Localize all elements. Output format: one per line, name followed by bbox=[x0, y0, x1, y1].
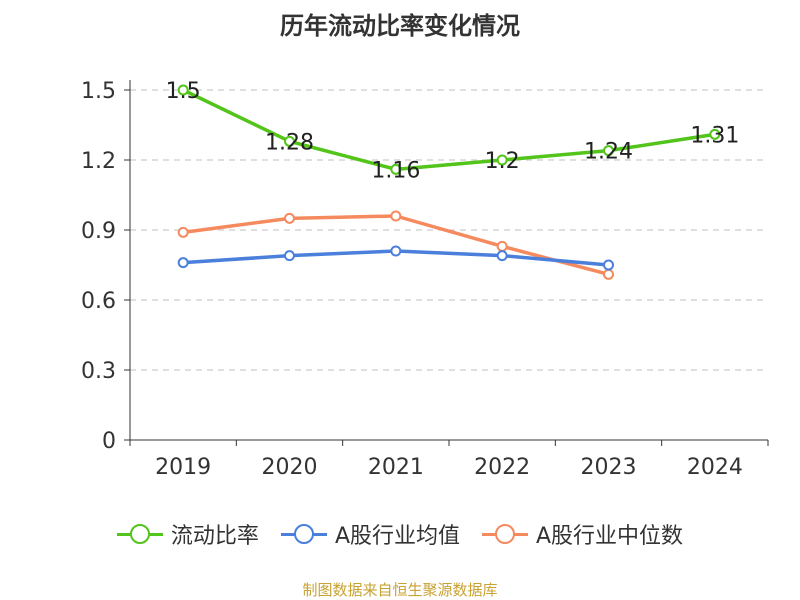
data-label: 1.28 bbox=[265, 130, 314, 155]
data-point bbox=[496, 154, 508, 166]
data-point bbox=[284, 250, 295, 262]
series-line bbox=[182, 214, 609, 277]
data-point bbox=[284, 135, 295, 147]
legend-item-current-ratio[interactable]: 流动比率 bbox=[116, 518, 259, 550]
chart-title: 历年流动比率变化情况 bbox=[280, 12, 520, 40]
legend-label: A股行业均值 bbox=[334, 524, 460, 549]
data-source-note: 制图数据来自恒生聚源数据库 bbox=[302, 581, 498, 599]
data-label: 1.24 bbox=[584, 140, 633, 165]
legend-item-industry-mean[interactable]: A股行业均值 bbox=[280, 518, 460, 550]
legend-marker-icon bbox=[280, 523, 327, 545]
legend-marker-icon bbox=[116, 523, 163, 545]
data-label: 1.2 bbox=[485, 149, 520, 174]
legend: 流动比率 A股行业均值 A股行业中位数 bbox=[0, 518, 800, 550]
data-point bbox=[603, 145, 614, 157]
y-tick-label: 1.2 bbox=[81, 149, 116, 174]
data-point bbox=[390, 163, 402, 175]
x-tick-label: 2024 bbox=[687, 455, 743, 480]
data-label: 1.16 bbox=[371, 158, 420, 183]
x-tick-label: 2021 bbox=[368, 455, 424, 480]
data-point bbox=[603, 259, 614, 271]
x-tick-label: 2023 bbox=[581, 455, 637, 480]
data-point bbox=[177, 226, 189, 238]
data-point bbox=[390, 210, 402, 222]
data-point bbox=[390, 245, 402, 257]
x-tick-label: 2022 bbox=[474, 455, 530, 480]
series-layer bbox=[177, 84, 721, 280]
legend-label: A股行业中位数 bbox=[536, 524, 684, 549]
data-point bbox=[177, 257, 189, 269]
data-label: 1.31 bbox=[690, 123, 739, 148]
data-point bbox=[496, 240, 508, 252]
data-label: 1.5 bbox=[166, 79, 201, 104]
series-line bbox=[182, 88, 716, 172]
legend-marker-icon bbox=[482, 523, 528, 545]
data-point bbox=[284, 212, 295, 224]
y-tick-label: 0.3 bbox=[81, 359, 116, 384]
y-tick-label: 0 bbox=[102, 429, 116, 454]
data-point bbox=[496, 250, 508, 262]
x-tick-label: 2020 bbox=[262, 455, 318, 480]
legend-label: 流动比率 bbox=[170, 524, 259, 549]
x-tick-label: 2019 bbox=[155, 455, 211, 480]
data-label-layer: 1.5 1.28 1.16 1.2 1.24 1.31 bbox=[166, 79, 740, 183]
y-tick-label: 0.9 bbox=[81, 219, 116, 244]
axis-layer: 0 0.3 0.6 0.9 1.2 1.5 2019 2020 2021 2022 2023 2024 bbox=[81, 79, 769, 480]
data-point bbox=[709, 128, 721, 140]
data-point bbox=[603, 268, 614, 280]
y-tick-label: 0.6 bbox=[81, 289, 116, 314]
y-tick-label: 1.5 bbox=[81, 79, 116, 104]
legend-item-industry-median[interactable]: A股行业中位数 bbox=[482, 518, 683, 550]
data-point bbox=[177, 84, 189, 96]
